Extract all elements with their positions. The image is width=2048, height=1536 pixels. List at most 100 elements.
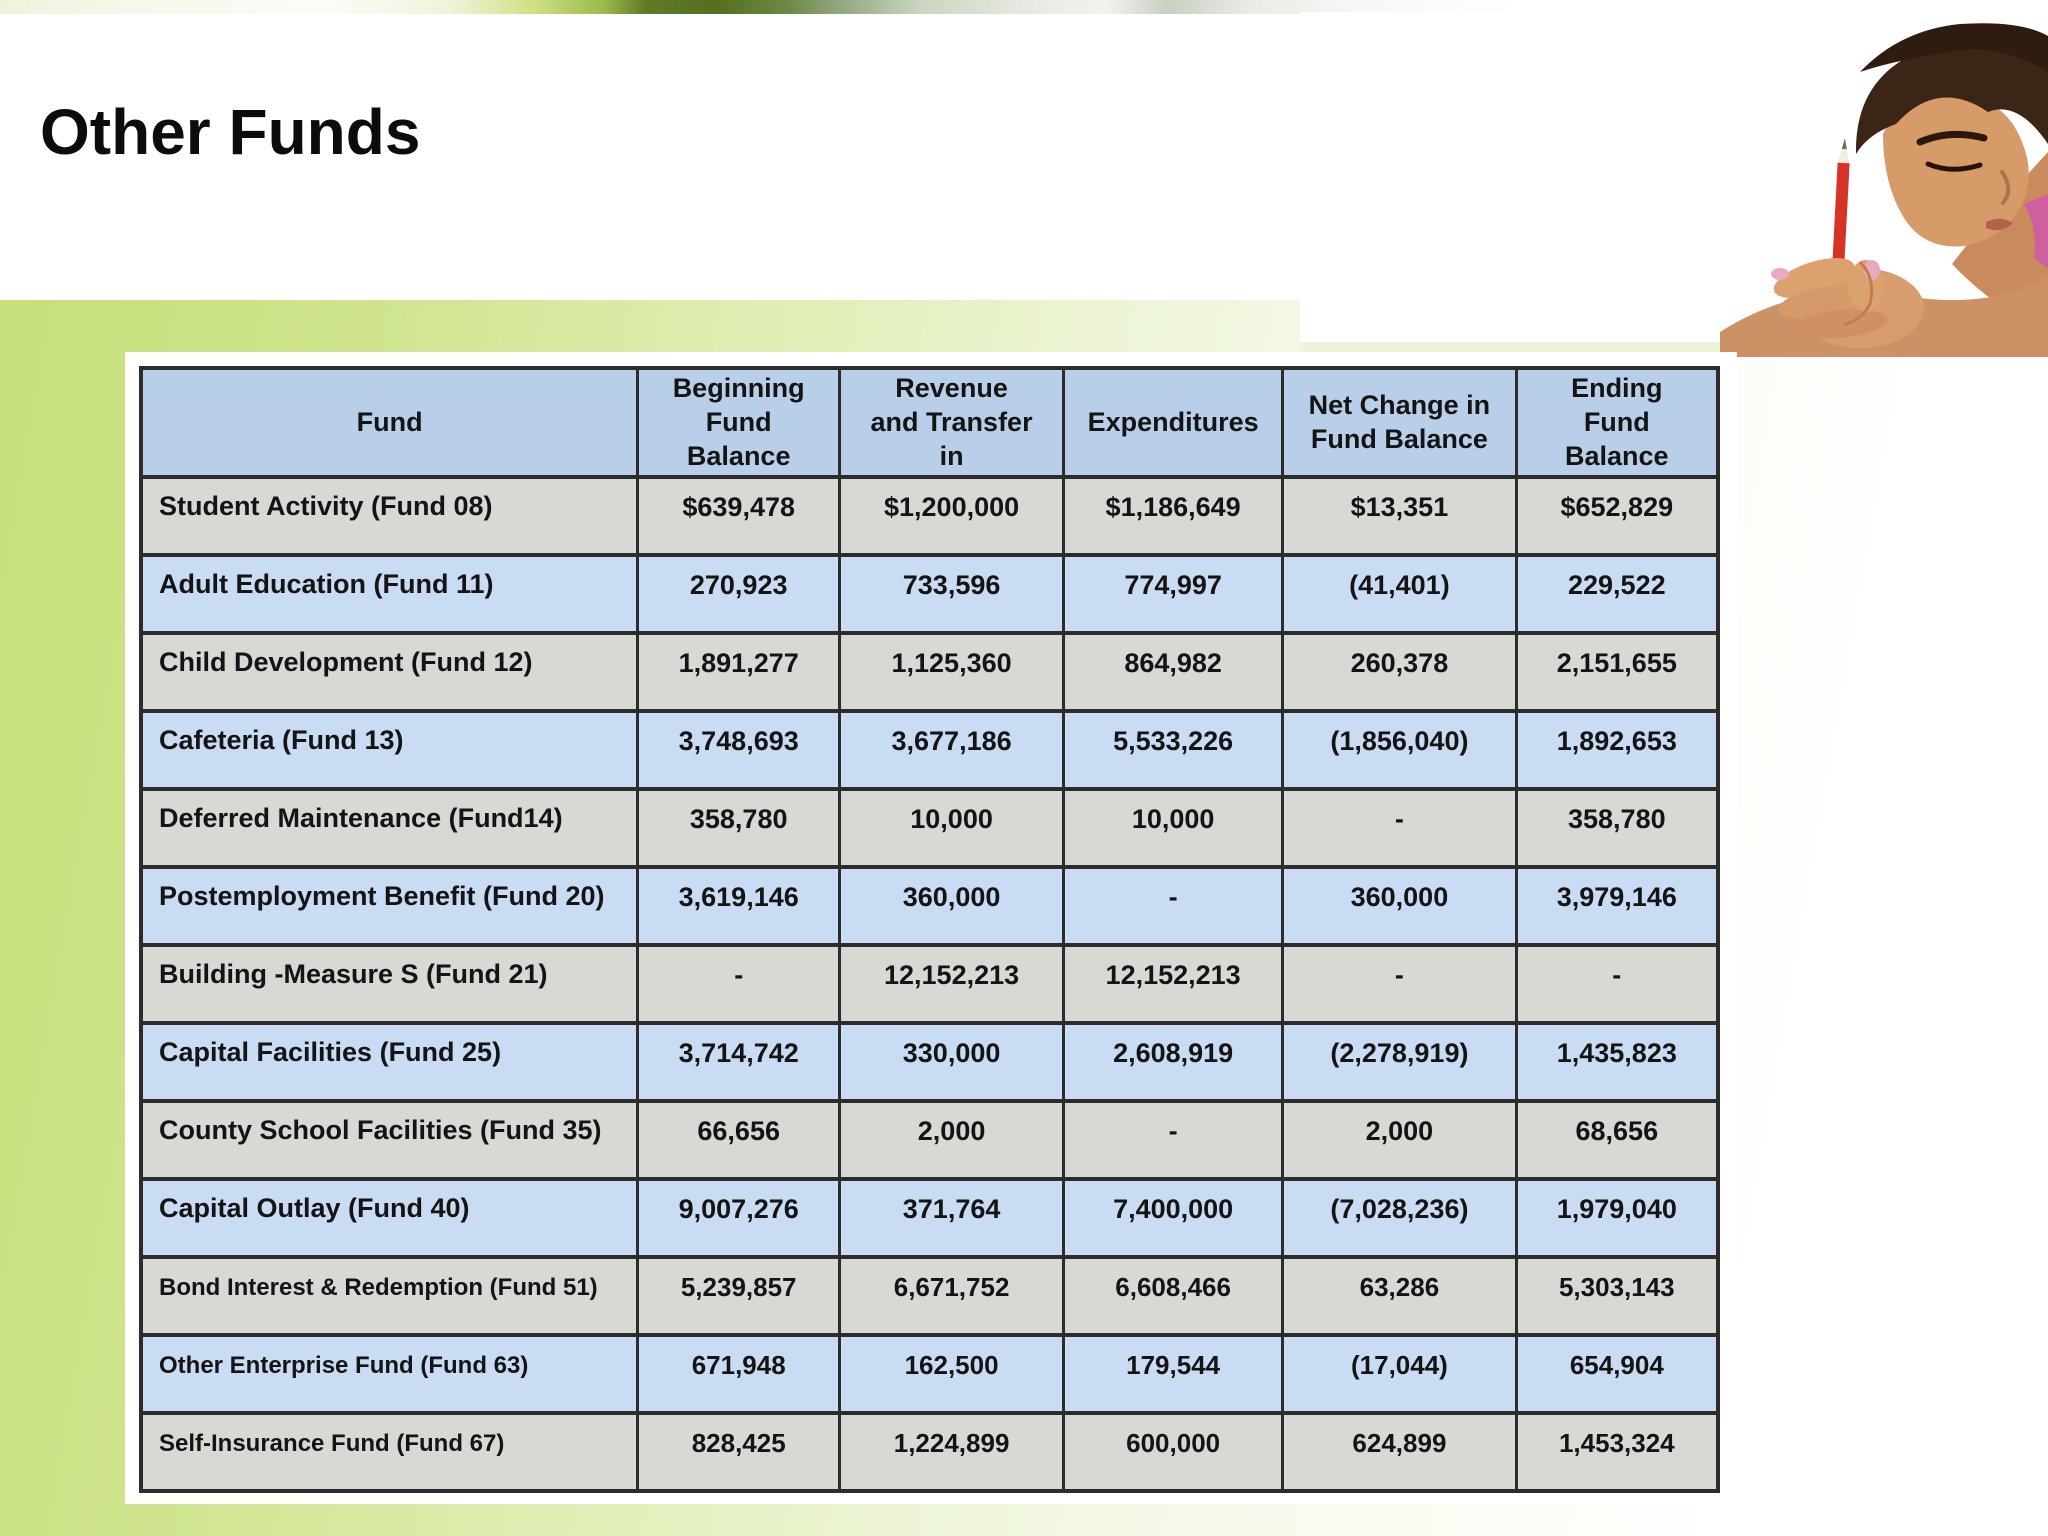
pink-strap <box>2024 194 2048 268</box>
value-cell: 260,378 <box>1281 631 1518 714</box>
value-cell: 63,286 <box>1281 1255 1518 1338</box>
value-cell: - <box>1281 787 1518 870</box>
lips <box>1986 218 2013 231</box>
table-row: Deferred Maintenance (Fund14) 358,780 10,0… <box>139 787 1720 870</box>
value-cell: (41,401) <box>1281 553 1518 636</box>
fund-name-cell: Child Development (Fund 12) <box>139 631 640 714</box>
value-cell: (2,278,919) <box>1281 1021 1518 1104</box>
fund-name-cell: Adult Education (Fund 11) <box>139 553 640 636</box>
fund-name-cell: Capital Outlay (Fund 40) <box>139 1177 640 1260</box>
fund-name-cell: Other Enterprise Fund (Fund 63) <box>139 1333 640 1416</box>
value-cell: 600,000 <box>1062 1411 1285 1494</box>
value-cell: 179,544 <box>1062 1333 1285 1416</box>
fund-name-cell: Deferred Maintenance (Fund14) <box>139 787 640 870</box>
value-cell: 1,453,324 <box>1514 1411 1720 1494</box>
col-header-ending: Ending Fund Balance <box>1514 365 1720 480</box>
child-writing-photo <box>1300 12 2048 357</box>
hand <box>1771 257 1924 348</box>
value-cell: (7,028,236) <box>1281 1177 1518 1260</box>
value-cell: 2,000 <box>838 1099 1066 1182</box>
table-row: Self-Insurance Fund (Fund 67) 828,425 1,22… <box>139 1411 1720 1494</box>
value-cell: 360,000 <box>1281 865 1518 948</box>
fund-name-cell: Student Activity (Fund 08) <box>139 475 640 558</box>
value-cell: 358,780 <box>636 787 842 870</box>
fund-name-cell: Postemployment Benefit (Fund 20) <box>139 865 640 948</box>
pink-nail <box>1771 268 1789 280</box>
value-cell: $652,829 <box>1514 475 1720 558</box>
table-row: Child Development (Fund 12) 1,891,277 1,12… <box>139 631 1720 714</box>
value-cell: $639,478 <box>636 475 842 558</box>
value-cell: - <box>636 943 842 1026</box>
value-cell: 162,500 <box>838 1333 1066 1416</box>
value-cell: 1,435,823 <box>1514 1021 1720 1104</box>
other-funds-table: Fund Beginning Fund Balance Revenue and … <box>139 365 1720 1494</box>
fund-name-cell: Cafeteria (Fund 13) <box>139 709 640 792</box>
table-row: Other Enterprise Fund (Fund 63) 671,948 16… <box>139 1333 1720 1416</box>
value-cell: 6,671,752 <box>838 1255 1066 1338</box>
value-cell: $13,351 <box>1281 475 1518 558</box>
col-header-expenditures: Expenditures <box>1062 365 1285 480</box>
fund-name-cell: Capital Facilities (Fund 25) <box>139 1021 640 1104</box>
value-cell: 1,125,360 <box>838 631 1066 714</box>
value-cell: 828,425 <box>636 1411 842 1494</box>
closed-eye <box>1925 161 1983 172</box>
value-cell: 10,000 <box>1062 787 1285 870</box>
value-cell: 7,400,000 <box>1062 1177 1285 1260</box>
value-cell: 3,714,742 <box>636 1021 842 1104</box>
value-cell: 2,608,919 <box>1062 1021 1285 1104</box>
value-cell: 654,904 <box>1514 1333 1720 1416</box>
value-cell: $1,200,000 <box>838 475 1066 558</box>
top-photo-strip <box>0 0 2048 14</box>
value-cell: (17,044) <box>1281 1333 1518 1416</box>
table-row: Capital Facilities (Fund 25) 3,714,742 330… <box>139 1021 1720 1104</box>
fund-name-cell: County School Facilities (Fund 35) <box>139 1099 640 1182</box>
value-cell: 774,997 <box>1062 553 1285 636</box>
value-cell: 3,979,146 <box>1514 865 1720 948</box>
col-header-fund: Fund <box>139 365 640 480</box>
table-row: Student Activity (Fund 08) $639,478 $1,200… <box>139 475 1720 558</box>
value-cell: 229,522 <box>1514 553 1720 636</box>
nose <box>2000 170 2011 205</box>
value-cell: - <box>1514 943 1720 1026</box>
table-row: Building -Measure S (Fund 21) -12,152,213… <box>139 943 1720 1026</box>
eyebrow <box>1916 130 1988 146</box>
col-header-beginning: Beginning Fund Balance <box>636 365 842 480</box>
value-cell: 624,899 <box>1281 1411 1518 1494</box>
table-row: County School Facilities (Fund 35) 66,656… <box>139 1099 1720 1182</box>
fund-table-body: Student Activity (Fund 08) $639,478 $1,200… <box>139 475 1720 1494</box>
value-cell: 1,979,040 <box>1514 1177 1720 1260</box>
fund-name-cell: Self-Insurance Fund (Fund 67) <box>139 1411 640 1494</box>
value-cell: 3,748,693 <box>636 709 842 792</box>
value-cell: 1,891,277 <box>636 631 842 714</box>
value-cell: 5,303,143 <box>1514 1255 1720 1338</box>
value-cell: 864,982 <box>1062 631 1285 714</box>
value-cell: 3,677,186 <box>838 709 1066 792</box>
table-row: Adult Education (Fund 11) 270,923 733,596 7… <box>139 553 1720 636</box>
value-cell: 2,151,655 <box>1514 631 1720 714</box>
value-cell: 3,619,146 <box>636 865 842 948</box>
table-row: Capital Outlay (Fund 40) 9,007,276 371,764… <box>139 1177 1720 1260</box>
value-cell: 1,892,653 <box>1514 709 1720 792</box>
fund-name-cell: Building -Measure S (Fund 21) <box>139 943 640 1026</box>
value-cell: 12,152,213 <box>1062 943 1285 1026</box>
hair <box>1855 36 2048 154</box>
value-cell: 360,000 <box>838 865 1066 948</box>
fund-name-cell: Bond Interest & Redemption (Fund 51) <box>139 1255 640 1338</box>
value-cell: 671,948 <box>636 1333 842 1416</box>
value-cell: 5,239,857 <box>636 1255 842 1338</box>
value-cell: 66,656 <box>636 1099 842 1182</box>
value-cell: 9,007,276 <box>636 1177 842 1260</box>
value-cell: 12,152,213 <box>838 943 1066 1026</box>
value-cell: 358,780 <box>1514 787 1720 870</box>
value-cell: 371,764 <box>838 1177 1066 1260</box>
value-cell: - <box>1281 943 1518 1026</box>
hair-top <box>1860 23 2048 72</box>
value-cell: $1,186,649 <box>1062 475 1285 558</box>
value-cell: (1,856,040) <box>1281 709 1518 792</box>
value-cell: 1,224,899 <box>838 1411 1066 1494</box>
value-cell: 270,923 <box>636 553 842 636</box>
value-cell: 6,608,466 <box>1062 1255 1285 1338</box>
table-row: Bond Interest & Redemption (Fund 51) 5,23… <box>139 1255 1720 1338</box>
table-row: Postemployment Benefit (Fund 20) 3,619,14… <box>139 865 1720 948</box>
